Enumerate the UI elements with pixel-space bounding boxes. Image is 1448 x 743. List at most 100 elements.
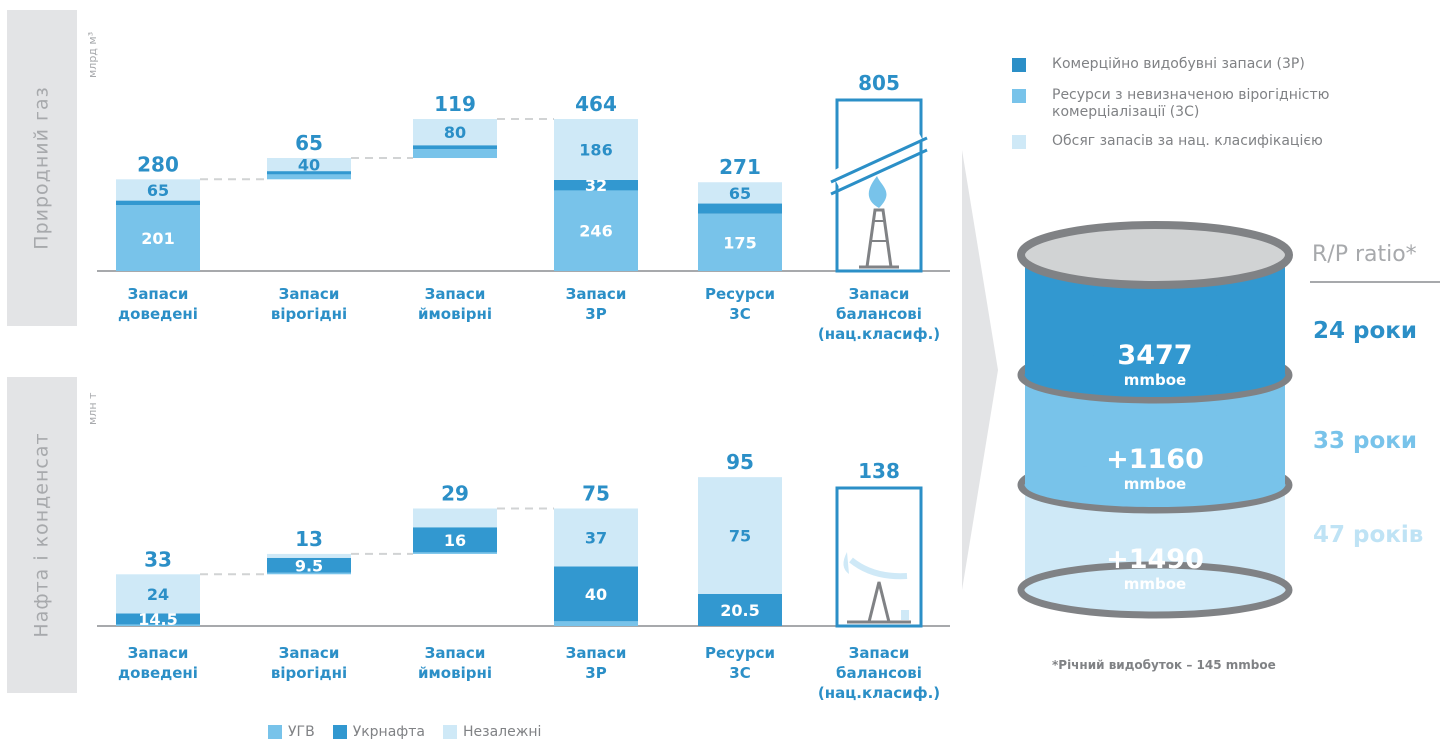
bar-segment	[554, 119, 638, 180]
total-value-label: 271	[719, 155, 761, 179]
bar-segment	[413, 145, 497, 150]
bar-segment	[698, 213, 782, 271]
chevron-arrow-icon	[962, 150, 998, 590]
legend-3p-label: Комерційно видобувні запаси (3P)	[1052, 56, 1305, 72]
bar-segment	[267, 553, 351, 558]
category-label: Ресурси	[705, 285, 775, 303]
bar-segment	[116, 205, 200, 271]
legend-3c-swatch	[1012, 89, 1026, 103]
total-value-label: 138	[858, 459, 900, 483]
segment-value-label: 201	[141, 229, 174, 248]
category-label: (нац.класиф.)	[818, 684, 940, 702]
oil-pump-icon	[867, 581, 891, 623]
legend-ukrnafta-swatch	[332, 725, 347, 739]
category-label: (нац.класиф.)	[818, 325, 940, 343]
category-label: вірогідні	[271, 664, 347, 682]
total-value-label: 75	[582, 481, 610, 505]
gas-side-panel: Природний газ	[7, 10, 77, 326]
total-value-label: 119	[434, 92, 476, 116]
category-label: Ресурси	[705, 644, 775, 662]
legend-ugv-label: УГВ	[288, 724, 315, 740]
gas-rig-icon	[870, 220, 888, 242]
bar-segment	[554, 508, 638, 567]
total-value-label: 33	[144, 547, 172, 571]
total-value-label: 95	[726, 450, 754, 474]
category-label: балансові	[836, 664, 922, 682]
barrel-lid	[1017, 221, 1293, 289]
category-label: балансові	[836, 305, 922, 323]
category-label: Запаси	[425, 644, 486, 662]
legend-independent-swatch	[443, 725, 457, 739]
bar-segment	[554, 190, 638, 271]
segment-value-label: 186	[579, 140, 612, 159]
segment-value-label: 20.5	[720, 601, 759, 620]
total-value-label: 280	[137, 152, 179, 176]
segment-value-label: 40	[585, 585, 607, 604]
bar-segment	[698, 182, 782, 204]
category-label: Запаси	[128, 644, 189, 662]
category-label: ймовірні	[418, 305, 492, 323]
legend-ukrnafta-label: Укрнафта	[352, 724, 425, 740]
total-value-label: 464	[575, 92, 617, 116]
segment-value-label: 16	[444, 531, 466, 550]
legend-ugv-swatch	[268, 725, 282, 739]
legend-national: Обсяг запасів за нац. класифікацією	[1012, 133, 1323, 150]
rp-ratio-1: 24 роки	[1313, 318, 1418, 344]
axis-break-line	[830, 148, 928, 196]
bar-segment	[116, 179, 200, 201]
legend-independent-label: Незалежні	[463, 724, 542, 740]
oil-pump-icon	[901, 610, 909, 620]
legend-3c-label: Ресурси з невизначеною вірогідністю коме…	[1052, 87, 1330, 120]
barrel-value-3-number: +1490	[1106, 544, 1204, 575]
bottom-legend: УГВ Укрнафта Незалежні	[268, 724, 553, 740]
barrel-graphic	[1017, 221, 1293, 619]
segment-value-label: 24	[147, 585, 169, 604]
national-reserve-outline-bar	[835, 98, 923, 273]
category-label: 3P	[585, 305, 606, 323]
bar-segment	[554, 621, 638, 626]
barrel-value-1: 3477 mmboe	[1075, 340, 1235, 389]
category-label: Запаси	[279, 285, 340, 303]
national-reserve-outline-bar	[835, 486, 923, 628]
oil-pump-icon	[849, 557, 908, 580]
bar-segment	[698, 593, 782, 626]
total-value-label: 29	[441, 481, 469, 505]
bar-segment	[267, 158, 351, 172]
category-label: 3С	[729, 664, 750, 682]
total-value-label: 65	[295, 131, 323, 155]
bar-segment	[116, 624, 200, 626]
flame-icon	[868, 176, 887, 208]
reserves-bar-charts: 20165280Запасидоведені4065Запасивірогідн…	[97, 71, 950, 702]
segment-value-label: 14.5	[138, 610, 177, 629]
segment-value-label: 80	[444, 123, 466, 142]
bar-segment	[413, 119, 497, 146]
rp-ratio-2: 33 роки	[1313, 428, 1418, 454]
footnote: *Річний видобуток – 145 mmboe	[1052, 658, 1276, 672]
segment-value-label: 9.5	[295, 556, 323, 575]
bar-segment	[267, 171, 351, 175]
oil-pump-icon	[843, 552, 849, 574]
category-label: Запаси	[425, 285, 486, 303]
bar-segment	[267, 572, 351, 575]
bar-segment	[698, 203, 782, 214]
bar-segment	[413, 149, 497, 159]
bar-segment	[698, 477, 782, 594]
bar-segment	[554, 179, 638, 191]
rp-ratio-header: R/P ratio*	[1312, 242, 1417, 267]
category-label: 3P	[585, 664, 606, 682]
rp-ratio-3: 47 років	[1313, 522, 1424, 548]
category-label: Запаси	[279, 644, 340, 662]
category-label: ймовірні	[418, 664, 492, 682]
segment-value-label: 246	[579, 222, 612, 241]
legend-national-swatch	[1012, 135, 1026, 149]
segment-value-label: 175	[723, 233, 756, 252]
barrel-value-2-unit: mmboe	[1123, 475, 1187, 493]
oil-side-panel: Нафта і конденсат	[7, 377, 77, 693]
segment-value-label: 32	[585, 176, 607, 195]
barrel-value-3-unit: mmboe	[1123, 575, 1187, 593]
barrel-layer-1	[1025, 255, 1285, 397]
bar-segment	[116, 200, 200, 206]
total-value-label: 805	[858, 71, 900, 95]
legend-3c: Ресурси з невизначеною вірогідністю коме…	[1012, 87, 1412, 121]
